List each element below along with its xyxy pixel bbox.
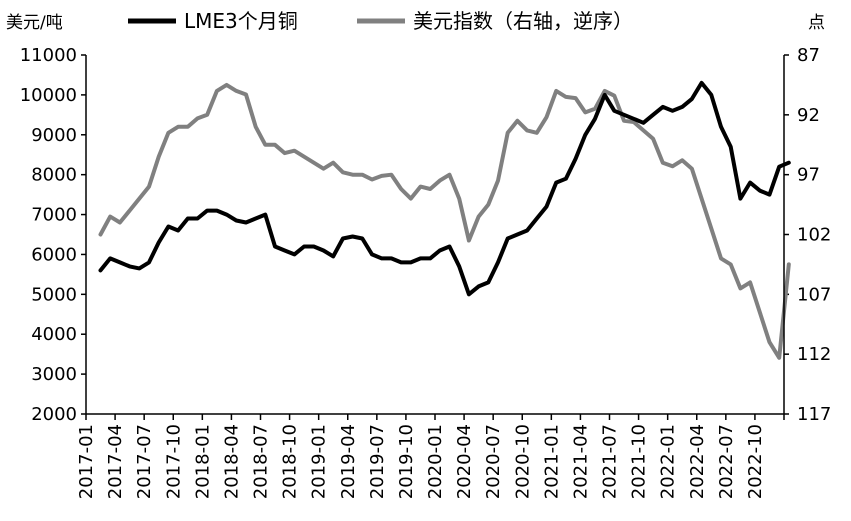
left-tick-label: 3000 [31,364,77,385]
right-axis-unit: 点 [808,13,825,33]
x-tick-label: 2018-01 [192,424,213,499]
left-tick-label: 6000 [31,244,77,265]
x-tick-label: 2019-07 [367,424,388,499]
right-tick-label: 87 [797,45,820,66]
x-tick-label: 2022-01 [658,424,679,499]
legend-label-dollar-index: 美元指数（右轴，逆序） [413,9,633,33]
x-tick-label: 2017-07 [134,424,155,499]
legend-label-copper: LME3个月铜 [184,9,298,33]
x-tick-label: 2021-01 [541,424,562,499]
right-tick-label: 112 [797,344,831,365]
right-tick-label: 92 [797,105,820,126]
x-tick-label: 2021-10 [629,424,650,499]
left-y-axis-ticks: 11000 10000 9000 8000 7000 6000 5000 4000 3000 20… [20,45,86,425]
series-line-dollar-index [98,82,791,360]
x-tick-label: 2020-04 [454,424,475,499]
x-tick-label: 2019-01 [309,424,330,499]
x-tick-label: 2017-04 [105,424,126,499]
left-tick-label: 11000 [20,45,77,66]
left-tick-label: 4000 [31,324,77,345]
right-tick-label: 97 [797,165,820,186]
x-tick-label: 2019-04 [338,424,359,499]
left-tick-label: 5000 [31,284,77,305]
x-tick-label: 2020-10 [512,424,533,499]
left-tick-label: 2000 [31,404,77,425]
left-tick-label: 9000 [31,125,77,146]
right-y-axis-ticks: 87 92 97 102 107 112 117 [784,45,831,425]
right-tick-label: 107 [797,284,831,305]
right-tick-label: 102 [797,225,831,246]
x-tick-label: 2019-10 [396,424,417,499]
x-tick-label: 2021-07 [600,424,621,499]
x-tick-label: 2021-04 [570,424,591,499]
x-tick-label: 2018-04 [221,424,242,499]
x-tick-label: 2018-10 [280,424,301,499]
x-tick-label: 2017-01 [76,424,97,499]
x-tick-label: 2020-01 [425,424,446,499]
axes [85,55,785,415]
legend: LME3个月铜 美元指数（右轴，逆序） [128,9,633,33]
left-tick-label: 10000 [20,85,77,106]
x-tick-label: 2020-07 [483,424,504,499]
series-line-copper [98,80,791,297]
series-layer [98,80,791,360]
right-tick-label: 117 [797,404,831,425]
left-tick-label: 8000 [31,165,77,186]
x-tick-label: 2017-10 [163,424,184,499]
x-tick-label: 2022-04 [687,424,708,499]
x-tick-label: 2018-07 [251,424,272,499]
x-axis-ticks: 2017-01 2017-04 2017-07 2017-10 2018-01 2018-… [76,414,785,499]
left-axis-unit: 美元/吨 [6,13,63,33]
x-tick-label: 2022-07 [716,424,737,499]
x-tick-label: 2022-10 [745,424,766,499]
left-tick-label: 7000 [31,205,77,226]
